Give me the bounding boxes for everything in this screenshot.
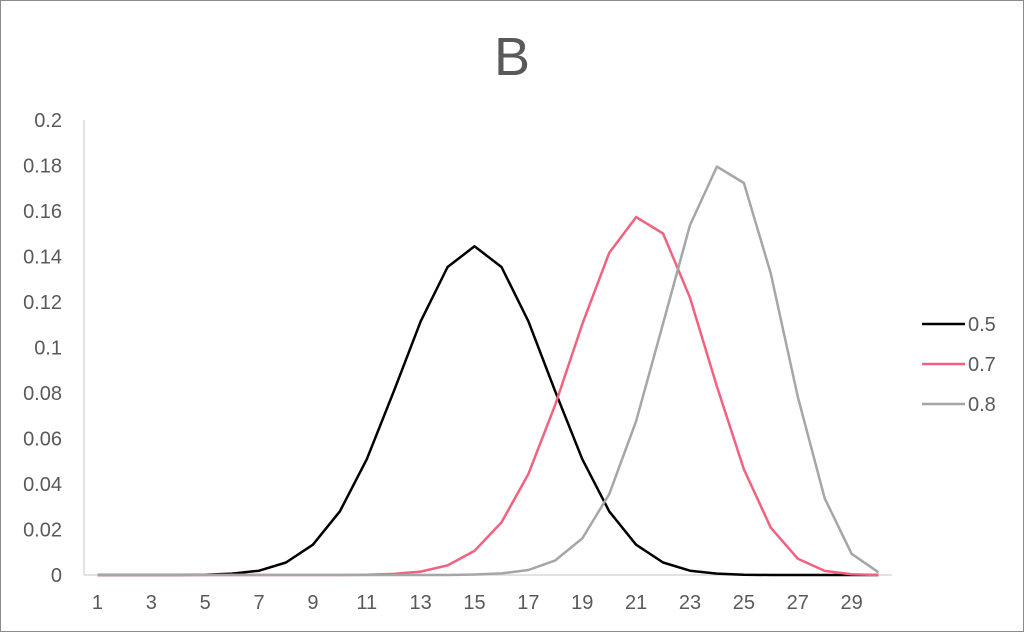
- chart-title: B: [493, 27, 531, 87]
- series-lines: [97, 165, 880, 577]
- x-tick-label: 11: [356, 592, 377, 614]
- legend: 0.5 0.7 0.8: [922, 314, 996, 416]
- x-tick-label: 25: [733, 592, 755, 614]
- y-axis-ticks: 0 0.02 0.04 0.06 0.08 0.1 0.12 0.14 0.16 0.18 0.2: [23, 110, 62, 587]
- y-tick-label: 0.02: [23, 520, 62, 542]
- y-tick-label: 0.06: [23, 429, 62, 451]
- x-tick-label: 23: [679, 592, 701, 614]
- y-tick-label: 0.16: [23, 201, 62, 223]
- series-line-0-5: [97, 245, 879, 577]
- legend-label: 0.7: [968, 354, 996, 376]
- axes: [83, 120, 892, 576]
- x-tick-label: 13: [410, 592, 432, 614]
- x-tick-label: 27: [787, 592, 809, 614]
- y-tick-label: 0.1: [34, 338, 62, 360]
- legend-label: 0.5: [968, 314, 996, 336]
- series-line-0-7: [97, 215, 879, 577]
- y-tick-label: 0.2: [34, 110, 62, 132]
- x-tick-label: 17: [517, 592, 539, 614]
- y-tick-label: 0: [51, 565, 62, 587]
- legend-label: 0.8: [968, 394, 996, 416]
- x-tick-label: 29: [840, 592, 862, 614]
- y-tick-label: 0.18: [23, 156, 62, 178]
- x-tick-label: 1: [92, 592, 103, 614]
- x-axis-ticks: 1 3 5 7 9 11 13 15 17 19 21 23 25 27 29: [92, 592, 863, 614]
- y-tick-label: 0.08: [23, 383, 62, 405]
- y-tick-label: 0.14: [23, 247, 62, 269]
- x-tick-label: 7: [254, 592, 265, 614]
- x-tick-label: 21: [625, 592, 647, 614]
- x-tick-label: 9: [307, 592, 318, 614]
- x-tick-label: 3: [146, 592, 157, 614]
- x-tick-label: 15: [463, 592, 485, 614]
- series-line-0-8: [97, 165, 880, 577]
- y-tick-label: 0.12: [23, 292, 62, 314]
- x-tick-label: 5: [200, 592, 211, 614]
- x-tick-label: 19: [571, 592, 593, 614]
- y-tick-label: 0.04: [23, 474, 62, 496]
